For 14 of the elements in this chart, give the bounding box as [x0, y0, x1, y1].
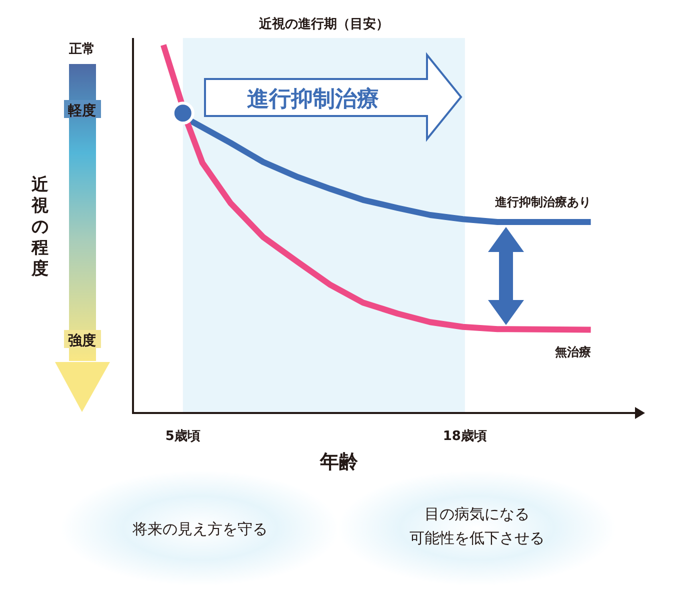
y-axis-title: 近視の程度 — [30, 175, 50, 279]
series-label: 無治療 — [554, 344, 591, 359]
text: 将来の見え方を守る — [132, 520, 268, 538]
series-label: 進行抑制治療あり — [494, 195, 591, 210]
annotation: 進行抑制治療 — [247, 86, 379, 112]
text: 軽度 — [67, 102, 96, 119]
text: 強度 — [68, 332, 96, 349]
text: 可能性を低下させる — [410, 529, 544, 547]
band-label: 近視の進行期（目安） — [258, 16, 389, 32]
text: 目の病気になる — [424, 505, 530, 523]
x-axis-title: 年齢 — [319, 451, 359, 473]
x-tick-label: 5歳頃 — [165, 429, 200, 444]
text: 正常 — [68, 42, 95, 57]
x-tick-label: 18歳頃 — [442, 429, 487, 444]
